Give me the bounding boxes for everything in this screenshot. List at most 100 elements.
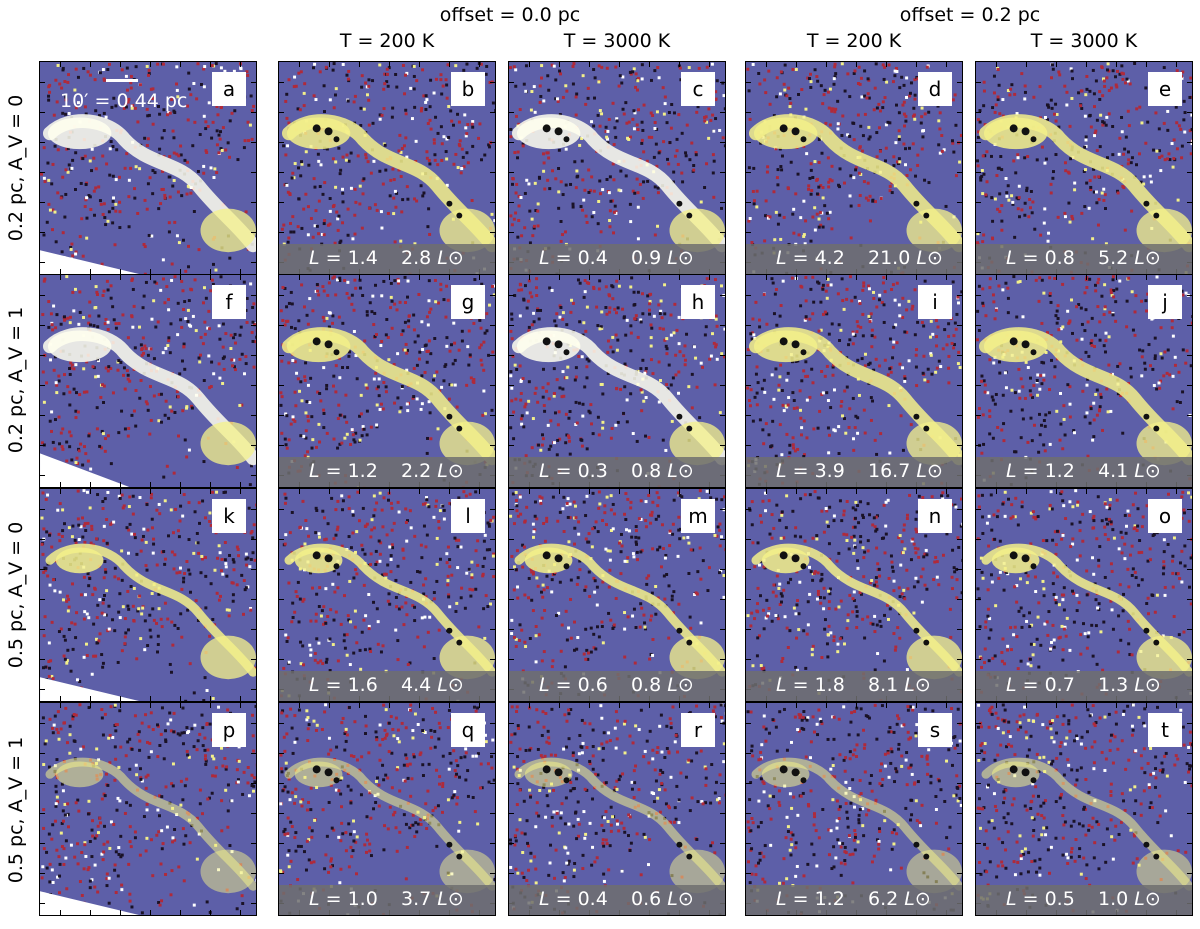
axis-tick xyxy=(1056,703,1057,708)
axis-tick xyxy=(1026,489,1027,494)
axis-tick xyxy=(720,355,725,356)
axis-tick xyxy=(976,723,981,724)
panel-letter: d xyxy=(918,72,952,106)
axis-tick xyxy=(210,269,211,274)
axis-tick xyxy=(509,202,514,203)
axis-tick xyxy=(957,415,962,416)
axis-tick xyxy=(1187,873,1192,874)
panel-letter: j xyxy=(1148,285,1182,319)
axis-tick xyxy=(746,325,751,326)
axis-tick xyxy=(746,202,751,203)
axis-tick xyxy=(559,489,560,494)
axis-tick xyxy=(957,295,962,296)
axis-tick xyxy=(1187,509,1192,510)
axis-tick xyxy=(509,415,514,416)
axis-tick xyxy=(240,62,241,67)
axis-tick xyxy=(60,275,61,280)
luminosity-value-1: L = 1.0 xyxy=(309,888,378,910)
axis-tick xyxy=(679,703,680,708)
axis-tick xyxy=(479,275,480,280)
panel-letter: s xyxy=(918,713,952,747)
map-panel-m: m L = 0.6 0.8 L⊙ xyxy=(508,488,726,702)
axis-tick xyxy=(976,385,981,386)
axis-tick xyxy=(90,482,91,487)
axis-tick xyxy=(251,355,256,356)
axis-tick xyxy=(1086,703,1087,708)
luminosity-value-2: 0.6 L⊙ xyxy=(631,888,694,910)
luminosity-bar: L = 1.8 8.1 L⊙ xyxy=(746,671,962,701)
map-image xyxy=(40,62,256,274)
axis-tick xyxy=(957,659,962,660)
panel-letter: a xyxy=(212,72,246,106)
axis-tick xyxy=(60,696,61,701)
axis-tick xyxy=(251,385,256,386)
axis-tick xyxy=(946,703,947,708)
axis-tick xyxy=(180,489,181,494)
axis-tick xyxy=(279,295,284,296)
axis-tick xyxy=(210,482,211,487)
map-panel-a: a 10′ = 0.44 pc xyxy=(39,61,257,275)
axis-tick xyxy=(251,262,256,263)
axis-tick xyxy=(279,873,284,874)
axis-tick xyxy=(40,295,45,296)
axis-tick xyxy=(1187,539,1192,540)
luminosity-bar: L = 1.2 6.2 L⊙ xyxy=(746,885,962,915)
luminosity-value-2: 4.1 L⊙ xyxy=(1098,460,1161,482)
luminosity-value-1: L = 1.2 xyxy=(776,888,845,910)
panel-letter: b xyxy=(451,72,485,106)
map-image xyxy=(509,62,725,274)
column-header-b: T = 200 K xyxy=(339,30,435,52)
axis-tick xyxy=(120,489,121,494)
map-panel-l: l L = 1.6 4.4 L⊙ xyxy=(278,488,496,702)
axis-tick xyxy=(509,873,514,874)
panel-letter: l xyxy=(451,499,485,533)
luminosity-bar: L = 4.2 21.0 L⊙ xyxy=(746,244,962,274)
axis-tick xyxy=(509,142,514,143)
axis-tick xyxy=(509,355,514,356)
map-panel-k: k xyxy=(39,488,257,702)
axis-tick xyxy=(180,696,181,701)
panel-letter: t xyxy=(1148,713,1182,747)
axis-tick xyxy=(976,142,981,143)
axis-tick xyxy=(240,269,241,274)
axis-tick xyxy=(419,275,420,280)
axis-tick xyxy=(720,873,725,874)
axis-tick xyxy=(240,489,241,494)
axis-tick xyxy=(509,325,514,326)
axis-tick xyxy=(1026,703,1027,708)
luminosity-bar: L = 1.4 2.8 L⊙ xyxy=(279,244,495,274)
axis-tick xyxy=(619,275,620,280)
axis-tick xyxy=(1026,62,1027,67)
axis-tick xyxy=(279,415,284,416)
axis-tick xyxy=(957,783,962,784)
axis-tick xyxy=(90,703,91,708)
axis-tick xyxy=(976,112,981,113)
axis-tick xyxy=(1086,489,1087,494)
luminosity-bar: L = 0.8 5.2 L⊙ xyxy=(976,244,1192,274)
axis-tick xyxy=(589,489,590,494)
axis-tick xyxy=(957,509,962,510)
axis-tick xyxy=(996,703,997,708)
axis-tick xyxy=(720,385,725,386)
axis-tick xyxy=(1026,275,1027,280)
axis-tick xyxy=(40,172,45,173)
axis-tick xyxy=(60,62,61,67)
axis-tick xyxy=(1187,753,1192,754)
axis-tick xyxy=(389,275,390,280)
axis-tick xyxy=(449,489,450,494)
axis-tick xyxy=(509,295,514,296)
axis-tick xyxy=(40,599,45,600)
axis-tick xyxy=(40,112,45,113)
axis-tick xyxy=(1056,489,1057,494)
axis-tick xyxy=(240,482,241,487)
luminosity-bar: L = 0.5 1.0 L⊙ xyxy=(976,885,1192,915)
luminosity-value-1: L = 1.6 xyxy=(309,674,378,696)
axis-tick xyxy=(509,569,514,570)
axis-tick xyxy=(490,445,495,446)
axis-tick xyxy=(1187,599,1192,600)
axis-tick xyxy=(1187,659,1192,660)
axis-tick xyxy=(976,569,981,570)
panel-letter: e xyxy=(1148,72,1182,106)
axis-tick xyxy=(251,142,256,143)
axis-tick xyxy=(359,489,360,494)
